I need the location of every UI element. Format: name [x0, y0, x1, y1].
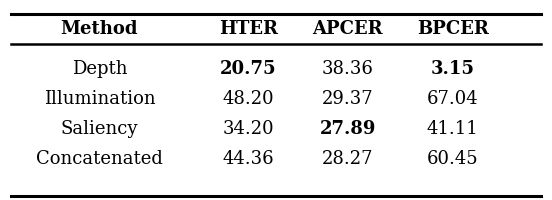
Text: 44.36: 44.36 [222, 150, 274, 168]
Text: 3.15: 3.15 [431, 60, 475, 78]
Text: Concatenated: Concatenated [36, 150, 163, 168]
Text: 20.75: 20.75 [220, 60, 277, 78]
Text: 48.20: 48.20 [222, 90, 274, 108]
Text: Depth: Depth [72, 60, 127, 78]
Text: 60.45: 60.45 [427, 150, 479, 168]
Text: BPCER: BPCER [417, 20, 489, 38]
Text: APCER: APCER [312, 20, 383, 38]
Text: Illumination: Illumination [44, 90, 155, 108]
Text: 41.11: 41.11 [427, 120, 479, 138]
Text: HTER: HTER [219, 20, 278, 38]
Text: 29.37: 29.37 [322, 90, 374, 108]
Text: Method: Method [61, 20, 138, 38]
Text: Saliency: Saliency [61, 120, 138, 138]
Text: 34.20: 34.20 [222, 120, 274, 138]
Text: 67.04: 67.04 [427, 90, 479, 108]
Text: 38.36: 38.36 [322, 60, 374, 78]
Text: 27.89: 27.89 [320, 120, 376, 138]
Text: 28.27: 28.27 [322, 150, 374, 168]
